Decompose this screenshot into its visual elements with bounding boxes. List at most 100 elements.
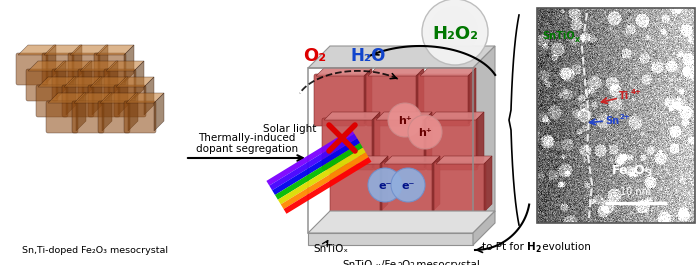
FancyBboxPatch shape xyxy=(314,74,366,126)
FancyBboxPatch shape xyxy=(124,101,156,133)
FancyBboxPatch shape xyxy=(418,74,470,126)
FancyBboxPatch shape xyxy=(434,162,486,214)
Polygon shape xyxy=(134,61,144,99)
FancyBboxPatch shape xyxy=(78,69,110,101)
Polygon shape xyxy=(90,77,128,87)
Polygon shape xyxy=(54,61,92,71)
Text: h⁺: h⁺ xyxy=(398,116,412,126)
Polygon shape xyxy=(270,134,357,190)
Polygon shape xyxy=(432,156,440,212)
Polygon shape xyxy=(267,129,354,186)
Text: 4+: 4+ xyxy=(631,89,642,95)
FancyBboxPatch shape xyxy=(68,53,100,85)
Text: h⁺: h⁺ xyxy=(418,128,432,138)
Text: Solar light: Solar light xyxy=(263,124,316,134)
FancyBboxPatch shape xyxy=(322,118,374,170)
FancyBboxPatch shape xyxy=(114,85,146,117)
Circle shape xyxy=(408,115,442,149)
Text: Fe: Fe xyxy=(612,164,629,176)
Text: 2: 2 xyxy=(629,169,636,178)
Text: Sn,Ti-doped Fe₂O₃ mesocrystal: Sn,Ti-doped Fe₂O₃ mesocrystal xyxy=(22,246,168,255)
Circle shape xyxy=(438,14,468,45)
Polygon shape xyxy=(384,156,440,164)
Polygon shape xyxy=(308,233,473,245)
Polygon shape xyxy=(473,46,495,233)
FancyBboxPatch shape xyxy=(52,69,84,101)
Polygon shape xyxy=(28,61,66,71)
Polygon shape xyxy=(64,77,102,87)
Text: 3: 3 xyxy=(645,169,651,178)
Text: Ti: Ti xyxy=(619,91,629,101)
Text: mesocrystal: mesocrystal xyxy=(413,260,480,265)
Polygon shape xyxy=(102,93,112,131)
Circle shape xyxy=(435,12,470,47)
Polygon shape xyxy=(98,45,108,83)
Text: to Pt for: to Pt for xyxy=(482,242,527,252)
Polygon shape xyxy=(473,211,495,245)
Text: e⁻: e⁻ xyxy=(401,181,414,191)
Polygon shape xyxy=(376,112,432,120)
Polygon shape xyxy=(380,156,388,212)
Polygon shape xyxy=(278,148,365,204)
Polygon shape xyxy=(368,68,424,76)
FancyBboxPatch shape xyxy=(16,53,48,85)
Polygon shape xyxy=(144,77,154,115)
Polygon shape xyxy=(272,138,360,195)
Polygon shape xyxy=(316,68,372,76)
Circle shape xyxy=(422,0,488,65)
Polygon shape xyxy=(436,156,492,164)
Text: SnTiO: SnTiO xyxy=(342,260,372,265)
FancyBboxPatch shape xyxy=(104,69,136,101)
Polygon shape xyxy=(56,61,66,99)
Text: SnTiO: SnTiO xyxy=(542,31,575,41)
FancyBboxPatch shape xyxy=(426,118,478,170)
Circle shape xyxy=(449,26,452,29)
Text: O₂: O₂ xyxy=(303,47,327,65)
Circle shape xyxy=(391,168,425,202)
Polygon shape xyxy=(48,93,86,103)
Text: e⁻: e⁻ xyxy=(378,181,392,191)
Circle shape xyxy=(428,5,480,57)
Circle shape xyxy=(431,8,475,52)
Text: Thermally-induced: Thermally-induced xyxy=(198,133,295,143)
Text: 3: 3 xyxy=(409,262,414,265)
Text: evolution: evolution xyxy=(539,242,591,252)
Text: x: x xyxy=(376,262,381,265)
Text: O: O xyxy=(401,260,410,265)
FancyBboxPatch shape xyxy=(36,85,68,117)
Polygon shape xyxy=(468,68,476,124)
Polygon shape xyxy=(124,45,134,83)
Text: SnTiOₓ: SnTiOₓ xyxy=(313,244,348,254)
Polygon shape xyxy=(106,61,144,71)
Polygon shape xyxy=(476,112,484,168)
Text: 10 nm: 10 nm xyxy=(620,187,652,197)
Circle shape xyxy=(443,20,460,37)
Polygon shape xyxy=(116,77,154,87)
Text: 2+: 2+ xyxy=(619,114,629,120)
FancyBboxPatch shape xyxy=(382,162,434,214)
Polygon shape xyxy=(72,45,82,83)
Circle shape xyxy=(368,168,402,202)
Polygon shape xyxy=(324,112,380,120)
Text: x: x xyxy=(575,34,580,43)
FancyBboxPatch shape xyxy=(366,74,418,126)
Polygon shape xyxy=(284,157,372,214)
Polygon shape xyxy=(372,112,380,168)
Text: /Fe: /Fe xyxy=(381,260,396,265)
Polygon shape xyxy=(118,77,128,115)
Circle shape xyxy=(388,103,422,137)
Polygon shape xyxy=(70,45,108,55)
Polygon shape xyxy=(484,156,492,212)
Polygon shape xyxy=(281,152,369,209)
Circle shape xyxy=(439,16,465,42)
Polygon shape xyxy=(92,77,102,115)
Text: O: O xyxy=(633,164,643,176)
FancyBboxPatch shape xyxy=(98,101,130,133)
Polygon shape xyxy=(420,68,476,76)
Polygon shape xyxy=(108,61,118,99)
Circle shape xyxy=(426,3,483,60)
Polygon shape xyxy=(80,61,118,71)
Circle shape xyxy=(447,24,454,32)
FancyBboxPatch shape xyxy=(374,118,426,170)
Circle shape xyxy=(424,1,485,63)
